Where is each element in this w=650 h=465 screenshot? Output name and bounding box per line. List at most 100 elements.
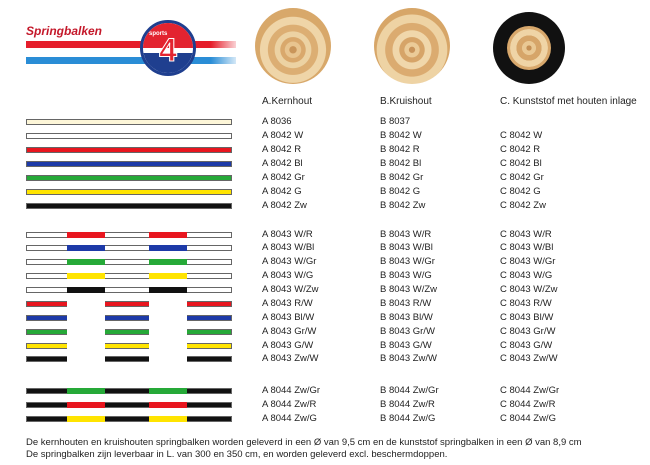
product-code-c: C 8042 Bl bbox=[500, 158, 542, 169]
product-code-b: B 8037 bbox=[380, 116, 411, 127]
color-swatch-segment bbox=[67, 356, 105, 362]
product-code-c: C 8043 W/R bbox=[500, 229, 552, 240]
product-code-b: B 8043 W/Gr bbox=[380, 256, 435, 267]
logo-badge-number: 4 bbox=[159, 32, 178, 69]
color-swatch-bar bbox=[26, 232, 232, 238]
product-code-a: A 8043 W/Zw bbox=[262, 284, 319, 295]
product-image-kruishout bbox=[374, 8, 450, 84]
color-swatch-bar bbox=[26, 147, 232, 153]
product-code-b: B 8043 W/G bbox=[380, 270, 432, 281]
color-swatch-bar bbox=[26, 189, 232, 195]
color-swatch-bar bbox=[26, 175, 232, 181]
product-code-a: A 8043 W/Bl bbox=[262, 242, 315, 253]
product-code-a: A 8043 G/W bbox=[262, 340, 314, 351]
product-code-b: B 8043 Zw/W bbox=[380, 353, 438, 364]
product-code-b: B 8043 Gr/W bbox=[380, 326, 435, 337]
product-code-a: A 8042 Zw bbox=[262, 200, 307, 211]
color-swatch-bar bbox=[26, 287, 232, 293]
color-swatch-segment bbox=[149, 416, 187, 422]
product-code-c: C 8043 Gr/W bbox=[500, 326, 556, 337]
logo-badge: sports 4 bbox=[140, 20, 196, 76]
color-swatch-bar bbox=[26, 273, 232, 279]
product-code-c: C 8044 Zw/R bbox=[500, 399, 556, 410]
color-swatch-segment bbox=[149, 259, 187, 265]
product-code-a: A 8043 W/Gr bbox=[262, 256, 317, 267]
product-code-b: B 8042 Zw bbox=[380, 200, 426, 211]
product-code-c: C 8043 W/Bl bbox=[500, 242, 554, 253]
footer-line-1: De kernhouten en kruishouten springbalke… bbox=[26, 437, 582, 448]
product-code-a: A 8042 W bbox=[262, 130, 304, 141]
color-swatch-bar bbox=[26, 301, 232, 307]
color-swatch-bar bbox=[26, 161, 232, 167]
product-code-a: A 8043 Zw/W bbox=[262, 353, 319, 364]
color-swatch-segment bbox=[67, 388, 105, 394]
footer-line-2: De springbalken zijn leverbaar in L. van… bbox=[26, 449, 448, 460]
product-code-c: C 8043 Bl/W bbox=[500, 312, 554, 323]
color-swatch-bar bbox=[26, 133, 232, 139]
product-code-c: C 8042 Zw bbox=[500, 200, 546, 211]
color-swatch-segment bbox=[67, 301, 105, 307]
column-header-c: C. Kunststof met houten inlage bbox=[500, 96, 637, 107]
color-swatch-segment bbox=[67, 287, 105, 293]
color-swatch-segment bbox=[149, 329, 187, 335]
product-code-b: B 8043 R/W bbox=[380, 298, 432, 309]
color-swatch-bar bbox=[26, 402, 232, 408]
product-code-c: C 8042 R bbox=[500, 144, 541, 155]
color-swatch-bar bbox=[26, 416, 232, 422]
color-swatch-segment bbox=[67, 245, 105, 251]
product-code-c: C 8043 W/Zw bbox=[500, 284, 558, 295]
color-swatch-segment bbox=[149, 402, 187, 408]
product-code-c: C 8042 G bbox=[500, 186, 541, 197]
color-swatch-bar bbox=[26, 259, 232, 265]
product-code-a: A 8043 W/R bbox=[262, 229, 313, 240]
color-swatch-segment bbox=[149, 301, 187, 307]
color-swatch-segment bbox=[149, 232, 187, 238]
product-code-c: C 8043 G/W bbox=[500, 340, 553, 351]
product-code-a: A 8042 G bbox=[262, 186, 302, 197]
product-code-b: B 8042 Bl bbox=[380, 158, 422, 169]
product-code-b: B 8042 Gr bbox=[380, 172, 424, 183]
brand-stripe-blue bbox=[26, 57, 236, 64]
product-image-kernhout bbox=[255, 8, 331, 84]
product-code-c: C 8044 Zw/G bbox=[500, 413, 556, 424]
product-code-a: A 8044 Zw/G bbox=[262, 413, 317, 424]
color-swatch-segment bbox=[149, 287, 187, 293]
color-swatch-segment bbox=[149, 273, 187, 279]
color-swatch-segment bbox=[67, 416, 105, 422]
product-code-b: B 8042 G bbox=[380, 186, 421, 197]
color-swatch-segment bbox=[67, 273, 105, 279]
product-code-b: B 8043 W/R bbox=[380, 229, 432, 240]
color-swatch-segment bbox=[67, 259, 105, 265]
product-code-c: C 8043 W/G bbox=[500, 270, 553, 281]
brand-stripe-red bbox=[26, 41, 236, 48]
column-header-b: B.Kruishout bbox=[380, 96, 432, 107]
color-swatch-segment bbox=[149, 245, 187, 251]
brand-title: Springbalken bbox=[26, 24, 103, 38]
color-swatch-bar bbox=[26, 245, 232, 251]
color-swatch-segment bbox=[67, 315, 105, 321]
product-code-a: A 8044 Zw/Gr bbox=[262, 385, 321, 396]
product-code-a: A 8043 Gr/W bbox=[262, 326, 317, 337]
column-header-a: A.Kernhout bbox=[262, 96, 313, 107]
color-swatch-bar bbox=[26, 203, 232, 209]
color-swatch-segment bbox=[149, 388, 187, 394]
product-code-b: B 8044 Zw/Gr bbox=[380, 385, 439, 396]
product-code-c: C 8042 Gr bbox=[500, 172, 544, 183]
product-code-a: A 8042 Bl bbox=[262, 158, 303, 169]
product-code-a: A 8043 Bl/W bbox=[262, 312, 315, 323]
color-swatch-bar bbox=[26, 329, 232, 335]
color-swatch-segment bbox=[149, 315, 187, 321]
color-swatch-bar bbox=[26, 343, 232, 349]
color-swatch-segment bbox=[149, 356, 187, 362]
color-swatch-segment bbox=[67, 343, 105, 349]
product-image-kunststof bbox=[493, 12, 565, 84]
product-code-a: A 8043 R/W bbox=[262, 298, 313, 309]
product-code-c: C 8042 W bbox=[500, 130, 543, 141]
color-swatch-segment bbox=[67, 402, 105, 408]
product-code-a: A 8043 W/G bbox=[262, 270, 314, 281]
product-code-b: B 8042 W bbox=[380, 130, 422, 141]
product-code-b: B 8043 W/Zw bbox=[380, 284, 438, 295]
product-code-a: A 8042 Gr bbox=[262, 172, 305, 183]
product-code-b: B 8042 R bbox=[380, 144, 420, 155]
product-code-a: A 8036 bbox=[262, 116, 292, 127]
